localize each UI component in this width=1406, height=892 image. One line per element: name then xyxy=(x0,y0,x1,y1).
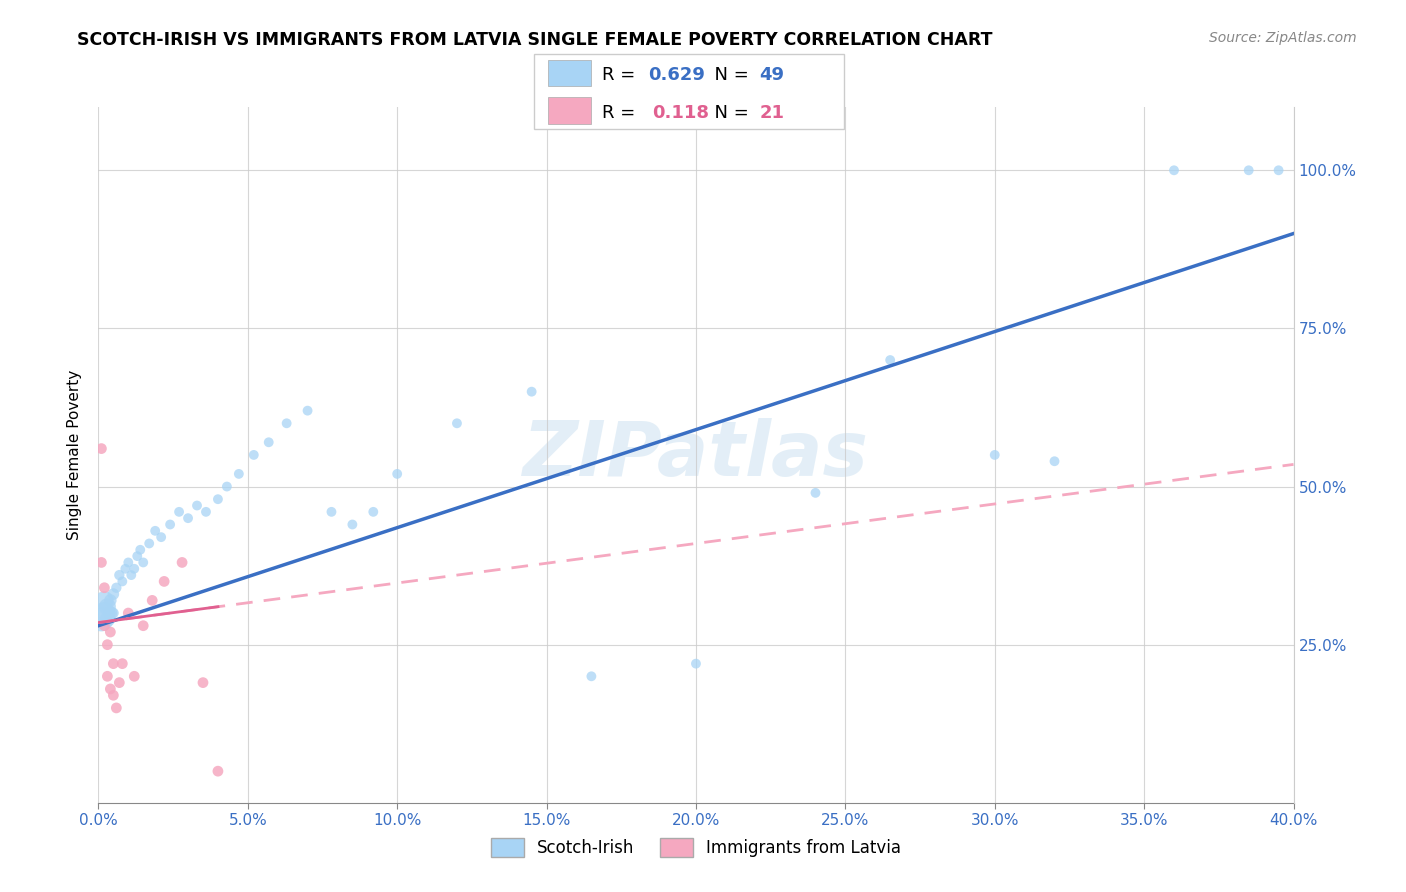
Text: R =: R = xyxy=(602,103,647,121)
Point xyxy=(96,612,118,626)
Point xyxy=(685,657,707,671)
Point xyxy=(984,448,1007,462)
Point xyxy=(98,593,122,607)
Point xyxy=(167,505,190,519)
Point xyxy=(98,681,122,696)
Point xyxy=(103,657,125,671)
Point xyxy=(1163,163,1185,178)
Point xyxy=(90,442,112,456)
Point xyxy=(1237,163,1260,178)
Point xyxy=(132,556,155,570)
Text: ZIPatlas: ZIPatlas xyxy=(523,418,869,491)
Point xyxy=(108,675,131,690)
Point xyxy=(93,606,115,620)
Point xyxy=(150,530,173,544)
Point xyxy=(276,417,298,431)
Point xyxy=(96,669,118,683)
Point xyxy=(195,505,218,519)
Point xyxy=(105,701,128,715)
Point xyxy=(228,467,250,481)
Point xyxy=(207,492,229,507)
Point xyxy=(446,417,468,431)
Point xyxy=(93,618,115,632)
Point xyxy=(103,606,125,620)
Point xyxy=(141,593,163,607)
Point xyxy=(520,384,543,399)
Point xyxy=(90,612,112,626)
Text: 0.118: 0.118 xyxy=(652,103,710,121)
Point xyxy=(257,435,280,450)
Point xyxy=(103,587,125,601)
Point xyxy=(215,479,238,493)
Point xyxy=(363,505,385,519)
Point xyxy=(103,688,125,702)
Text: 49: 49 xyxy=(759,66,785,84)
Point xyxy=(124,669,146,683)
Point xyxy=(90,556,112,570)
Point xyxy=(96,599,118,614)
Point xyxy=(132,618,155,632)
Point xyxy=(105,581,128,595)
Text: N =: N = xyxy=(703,66,755,84)
Point xyxy=(159,517,181,532)
Point xyxy=(124,562,146,576)
Point xyxy=(243,448,266,462)
Point xyxy=(138,536,160,550)
Point xyxy=(117,606,139,620)
Legend: Scotch-Irish, Immigrants from Latvia: Scotch-Irish, Immigrants from Latvia xyxy=(484,831,908,864)
Point xyxy=(207,764,229,779)
Point xyxy=(143,524,166,538)
Text: Source: ZipAtlas.com: Source: ZipAtlas.com xyxy=(1209,31,1357,45)
Point xyxy=(1043,454,1066,468)
Point xyxy=(127,549,149,563)
Point xyxy=(111,657,134,671)
Point xyxy=(108,568,131,582)
Point xyxy=(385,467,409,481)
Point xyxy=(111,574,134,589)
Text: SCOTCH-IRISH VS IMMIGRANTS FROM LATVIA SINGLE FEMALE POVERTY CORRELATION CHART: SCOTCH-IRISH VS IMMIGRANTS FROM LATVIA S… xyxy=(77,31,993,49)
Point xyxy=(93,593,115,607)
Point xyxy=(804,486,827,500)
Point xyxy=(879,353,901,368)
Text: 0.629: 0.629 xyxy=(648,66,704,84)
Text: N =: N = xyxy=(703,103,755,121)
Point xyxy=(98,625,122,640)
Point xyxy=(98,606,122,620)
Point xyxy=(342,517,364,532)
Point xyxy=(581,669,603,683)
Point xyxy=(1267,163,1289,178)
Point xyxy=(172,556,194,570)
Point xyxy=(321,505,343,519)
Text: R =: R = xyxy=(602,66,641,84)
Point xyxy=(129,542,152,557)
Point xyxy=(297,403,319,417)
Point xyxy=(120,568,142,582)
Point xyxy=(191,675,214,690)
Point xyxy=(114,562,136,576)
Y-axis label: Single Female Poverty: Single Female Poverty xyxy=(67,370,83,540)
Point xyxy=(96,638,118,652)
Point xyxy=(177,511,200,525)
Point xyxy=(93,581,115,595)
Point xyxy=(117,556,139,570)
Point xyxy=(186,499,208,513)
Point xyxy=(153,574,176,589)
Text: 21: 21 xyxy=(759,103,785,121)
